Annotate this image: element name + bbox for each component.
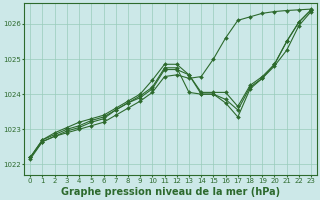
X-axis label: Graphe pression niveau de la mer (hPa): Graphe pression niveau de la mer (hPa) [61, 187, 280, 197]
